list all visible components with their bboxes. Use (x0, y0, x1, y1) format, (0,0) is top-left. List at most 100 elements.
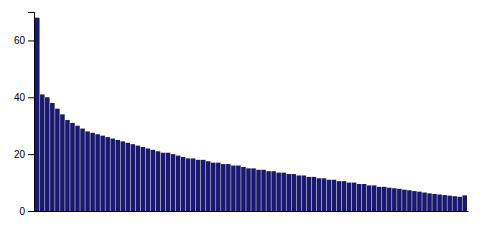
bar (236, 166, 241, 211)
bar (286, 174, 291, 211)
y-tick-label: 40 (14, 92, 26, 103)
bar (166, 153, 171, 211)
x-axis (35, 211, 469, 212)
bar (75, 126, 80, 211)
bar (151, 150, 156, 211)
bar (105, 137, 110, 211)
bar (372, 185, 377, 211)
x-axis-line (35, 211, 469, 212)
bar (231, 166, 236, 211)
bar (307, 177, 312, 211)
y-tick-label: 0 (19, 206, 25, 217)
chart: 0 20 40 60 (0, 0, 480, 225)
bar (392, 188, 397, 211)
bar (322, 178, 327, 211)
y-tick: 60 (14, 35, 34, 46)
bar (196, 160, 201, 211)
bar (422, 193, 427, 211)
bar (432, 194, 437, 211)
plot: 0 20 40 60 (14, 13, 469, 217)
y-tick-label: 60 (14, 35, 26, 46)
bar (312, 177, 317, 211)
bar (462, 195, 467, 211)
bar (442, 195, 447, 211)
bar (55, 109, 60, 211)
bar (216, 163, 221, 211)
bar (171, 154, 176, 211)
bar (45, 97, 50, 211)
bar (221, 164, 226, 211)
bar (226, 164, 231, 211)
bar (352, 183, 357, 211)
bar (201, 160, 206, 211)
bar (120, 141, 125, 211)
bar (402, 190, 407, 211)
bar (181, 157, 186, 211)
bars (35, 18, 467, 211)
bar (146, 148, 151, 211)
bar (447, 196, 452, 211)
bar (276, 173, 281, 211)
bar (241, 167, 246, 211)
bar (100, 136, 105, 211)
bar (70, 123, 75, 211)
bar (126, 143, 131, 211)
bar (367, 185, 372, 211)
bar (342, 181, 347, 211)
bar (136, 146, 141, 211)
bar (377, 187, 382, 211)
bar (327, 180, 332, 211)
bar (40, 94, 45, 211)
bar (266, 171, 271, 211)
bar (191, 158, 196, 211)
y-tick-mark (28, 97, 34, 98)
y-tick-mark (28, 211, 34, 212)
bar (161, 153, 166, 211)
bar (452, 196, 457, 211)
bar (115, 140, 120, 211)
bar (95, 134, 100, 211)
y-tick: 0 (19, 206, 34, 217)
bar (407, 190, 412, 211)
bar (291, 174, 296, 211)
bar (427, 193, 432, 211)
bar (437, 195, 442, 211)
bar (131, 144, 136, 211)
y-tick-mark (28, 154, 34, 155)
bar (397, 189, 402, 211)
y-tick: 40 (14, 92, 34, 103)
bar (60, 114, 65, 211)
bar (302, 175, 307, 211)
bar (271, 171, 276, 211)
bar (206, 161, 211, 211)
bar (457, 197, 462, 211)
bar (332, 180, 337, 211)
bar (110, 139, 115, 211)
bar (176, 156, 181, 211)
bar (141, 147, 146, 211)
bar (362, 184, 367, 211)
bar (85, 131, 90, 211)
bar (281, 173, 286, 211)
bar (35, 18, 40, 211)
bar (65, 120, 70, 211)
bar (417, 192, 422, 211)
bar (251, 168, 256, 211)
bar (246, 168, 251, 211)
bar (317, 178, 322, 211)
y-axis-line (28, 13, 35, 212)
bar (256, 170, 261, 211)
bar (50, 103, 55, 211)
bar (382, 187, 387, 211)
y-tick-label: 20 (14, 149, 26, 160)
y-axis: 0 20 40 60 (14, 13, 35, 217)
y-tick: 20 (14, 149, 34, 160)
bar (80, 129, 85, 211)
bar (357, 184, 362, 211)
bar (347, 183, 352, 211)
bar (261, 170, 266, 211)
bar (90, 133, 95, 211)
bar (156, 151, 161, 211)
bar (297, 175, 302, 211)
bar (412, 191, 417, 211)
